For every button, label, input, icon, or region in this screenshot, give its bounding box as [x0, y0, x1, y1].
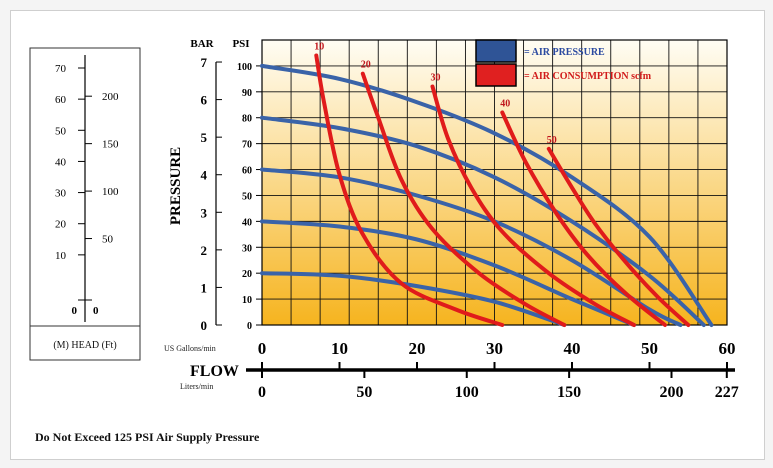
head-m-tick-label: 20	[55, 219, 67, 231]
air-consumption-curve	[546, 146, 691, 327]
legend: = AIR PRESSURE = AIR CONSUMPTION scfm	[475, 39, 652, 87]
psi-tick-label: 90	[242, 88, 252, 99]
air-pressure-curve	[260, 115, 706, 327]
air-pressure-curve	[260, 219, 636, 327]
gpm-tick-label: 60	[719, 339, 736, 358]
gpm-tick-label: 0	[258, 339, 267, 358]
head-m-tick-label: 60	[55, 94, 67, 106]
bar-tick-label: 1	[201, 280, 208, 295]
psi-tick-label: 80	[242, 114, 252, 125]
lpm-tick-label: 0	[258, 384, 266, 401]
head-m-tick-label: 70	[55, 63, 67, 75]
gpm-unit-label: US Gallons/min	[164, 344, 216, 353]
head-m-tick-label: 50	[55, 125, 67, 137]
lpm-tick-label: 100	[455, 384, 479, 401]
bar-axis-title: BAR	[190, 38, 214, 50]
head-ft-tick-label: 50	[102, 234, 114, 246]
lpm-tick-label: 50	[356, 384, 372, 401]
gpm-tick-label: 30	[486, 339, 503, 358]
air-consumption-curve	[430, 84, 636, 327]
legend-swatch-air-consumption	[475, 63, 517, 87]
bar-tick-label: 7	[201, 55, 208, 70]
psi-tick-label: 100	[237, 62, 252, 73]
flow-axis-label: FLOW	[190, 363, 239, 380]
head-ft-tick-label: 100	[102, 186, 119, 198]
air-consumption-label: 20	[361, 60, 371, 71]
lpm-tick-label: 200	[660, 384, 684, 401]
lpm-tick-label: 150	[557, 384, 581, 401]
air-consumption-curve	[360, 71, 567, 327]
head-axis-label: (M) HEAD (Ft)	[53, 340, 116, 351]
head-m-ticks: 0 10 20 30 40 50 60 70	[55, 63, 85, 317]
lpm-unit-label: Liters/min	[180, 382, 213, 391]
air-consumption-curves	[314, 53, 691, 327]
head-m-tick-label: 10	[55, 250, 67, 262]
head-m-tick-label: 40	[55, 156, 67, 168]
psi-tick-label: 70	[242, 140, 252, 151]
psi-axis-title: PSI	[232, 38, 249, 50]
gpm-ticks: 0 10 20 30 40 50 60	[258, 339, 736, 370]
legend-label-air-pressure: = AIR PRESSURE	[524, 47, 605, 58]
psi-tick-label: 10	[242, 295, 252, 306]
head-ft-tick-label: 200	[102, 91, 119, 103]
bar-tick-label: 3	[201, 205, 208, 220]
psi-tick-label: 60	[242, 166, 252, 177]
psi-tick-label: 20	[242, 269, 252, 280]
head-m-tick-label: 0	[72, 305, 78, 317]
lpm-tick-label: 227	[715, 384, 739, 401]
bar-tick-label: 6	[201, 93, 208, 108]
legend-swatch-air-pressure	[475, 39, 517, 63]
head-m-tick-label: 30	[55, 188, 67, 200]
psi-tick-label: 30	[242, 243, 252, 254]
flow-axis: FLOW US Gallons/min Liters/min 0 10 20 30 40…	[164, 339, 739, 401]
air-consumption-curve	[314, 53, 505, 327]
bar-tick-label: 5	[201, 130, 208, 145]
gpm-tick-label: 50	[641, 339, 658, 358]
lpm-ticks: 0 50 100 150 200 227	[258, 370, 739, 401]
air-pressure-curve	[260, 63, 714, 327]
head-ft-tick-label: 150	[102, 139, 119, 151]
psi-ticks: 0 10 20 30 40 50 60 70 80 90 100	[237, 62, 262, 332]
psi-tick-label: 0	[247, 321, 252, 332]
psi-tick-label: 40	[242, 217, 252, 228]
head-ft-ticks: 0 50 100 150 200	[85, 91, 119, 317]
air-consumption-curve	[500, 110, 667, 327]
gpm-tick-label: 40	[564, 339, 581, 358]
air-consumption-label: 30	[431, 73, 441, 84]
bar-tick-label: 4	[201, 168, 208, 183]
head-ft-tick-label: 0	[93, 305, 99, 317]
gpm-tick-label: 20	[409, 339, 426, 358]
air-consumption-label: 10	[314, 42, 324, 53]
psi-tick-label: 50	[242, 191, 252, 202]
air-pressure-curve	[260, 271, 567, 327]
max-pressure-note: Do Not Exceed 125 PSI Air Supply Pressur…	[35, 430, 260, 444]
air-consumption-labels: 10 20 30 40 50	[314, 42, 557, 146]
air-consumption-label: 40	[500, 99, 510, 110]
legend-label-air-consumption: = AIR CONSUMPTION scfm	[524, 71, 652, 82]
gpm-tick-label: 10	[331, 339, 348, 358]
bar-ticks: 0 1 2 3 4 5 6 7	[201, 55, 222, 333]
pressure-axis-label: PRESSURE	[168, 147, 184, 225]
air-consumption-label: 50	[547, 135, 557, 146]
bar-tick-label: 0	[201, 318, 208, 333]
head-gauge: (M) HEAD (Ft) 0 10 20 30 40 50 60 70 0 50 100 150 2…	[29, 47, 141, 361]
bar-tick-label: 2	[201, 243, 208, 258]
